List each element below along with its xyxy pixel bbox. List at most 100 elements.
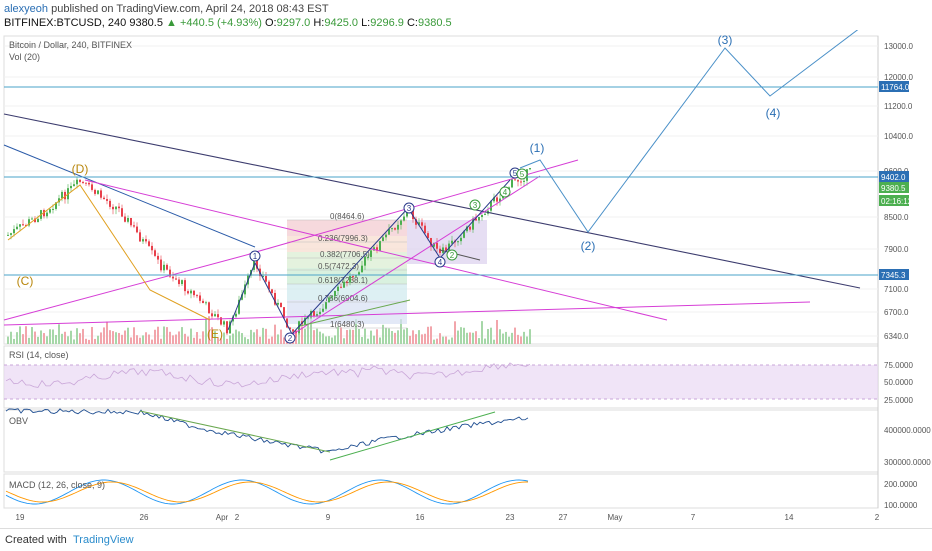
candle-body bbox=[73, 184, 75, 186]
candle-body bbox=[19, 224, 21, 227]
trendline-blue-down[interactable] bbox=[3, 144, 256, 248]
fib-level-label: 0.382(7706.5) bbox=[320, 250, 370, 259]
fib-zone-ext bbox=[407, 220, 487, 264]
price-tick: 7100.0 bbox=[884, 285, 909, 294]
chart-canvas[interactable]: 0(8464.6) 0.236(7996.3) 0.382(7706.5) 0.5(7… bbox=[0, 30, 932, 528]
volume-bar bbox=[214, 331, 216, 344]
wave-label-blue: (1) bbox=[530, 141, 545, 155]
candle-body bbox=[64, 191, 66, 200]
trendline-magenta-bottom[interactable] bbox=[3, 301, 811, 326]
volume-bar bbox=[457, 330, 459, 344]
volume-bar bbox=[202, 331, 204, 344]
candle-body bbox=[391, 228, 393, 230]
candle-body bbox=[166, 264, 168, 270]
volume-bar bbox=[100, 332, 102, 344]
volume-bar bbox=[487, 328, 489, 344]
candle-body bbox=[118, 206, 120, 209]
candle-body bbox=[61, 191, 63, 199]
volume-bar bbox=[406, 327, 408, 344]
trendline-magenta-left[interactable] bbox=[3, 253, 251, 321]
volume-bar bbox=[112, 331, 114, 344]
volume-bar bbox=[433, 339, 435, 344]
volume-bar bbox=[502, 333, 504, 344]
candle-body bbox=[226, 321, 228, 334]
volume-bar bbox=[79, 333, 81, 344]
volume-bar bbox=[34, 331, 36, 344]
candle-body bbox=[91, 184, 93, 190]
obv-trendline-up[interactable] bbox=[329, 411, 496, 461]
candle-body bbox=[193, 290, 195, 296]
volume-bar bbox=[61, 333, 63, 344]
volume-bar bbox=[463, 327, 465, 344]
author-link[interactable]: alexyeoh bbox=[4, 3, 49, 15]
candle-body bbox=[352, 276, 354, 278]
candle-body bbox=[268, 281, 270, 290]
price-tag-bg bbox=[879, 195, 909, 206]
volume-bar bbox=[319, 331, 321, 344]
indicator-tick: 50.0000 bbox=[884, 378, 913, 387]
volume-bar bbox=[388, 328, 390, 344]
volume-bar bbox=[73, 339, 75, 344]
wave-label-orange: (E) bbox=[207, 327, 223, 341]
volume-bar bbox=[124, 330, 126, 344]
candle-body bbox=[34, 218, 36, 222]
candle-body bbox=[88, 182, 90, 185]
volume-bar bbox=[145, 332, 147, 344]
volume-bar bbox=[505, 331, 507, 344]
trendline-magenta-channel-mid[interactable] bbox=[289, 175, 541, 337]
candle-body bbox=[121, 208, 123, 217]
wave-label-circled: 5 bbox=[513, 169, 518, 178]
trendline-green-fib[interactable] bbox=[299, 299, 411, 327]
candle-body bbox=[460, 237, 462, 242]
volume-bar bbox=[25, 326, 27, 344]
volume-bar bbox=[172, 335, 174, 344]
volume-bar bbox=[115, 332, 117, 344]
candle-body bbox=[145, 239, 147, 242]
volume-bar bbox=[136, 335, 138, 344]
candle-body bbox=[190, 290, 192, 294]
candle-body bbox=[187, 291, 189, 294]
volume-bar bbox=[469, 332, 471, 344]
trendline-dark-long[interactable] bbox=[3, 113, 861, 289]
volume-bar bbox=[238, 331, 240, 344]
volume-bar bbox=[283, 337, 285, 344]
volume-bar bbox=[208, 316, 210, 344]
main-grid bbox=[4, 45, 878, 337]
tradingview-logo[interactable]: TradingView bbox=[73, 534, 134, 546]
candle-body bbox=[7, 234, 9, 236]
volume-bar bbox=[328, 336, 330, 344]
volume-bar bbox=[400, 319, 402, 344]
volume-bar bbox=[343, 338, 345, 344]
volume-bar bbox=[256, 329, 258, 344]
volume-bar bbox=[355, 319, 357, 344]
candle-body bbox=[49, 209, 51, 213]
price-tick: 6340.0 bbox=[884, 332, 909, 341]
volume-bar bbox=[70, 330, 72, 344]
candle-body bbox=[370, 250, 372, 257]
candle-body bbox=[310, 311, 312, 318]
trendline-magenta-channel-low[interactable] bbox=[84, 179, 668, 321]
volume-bar bbox=[52, 329, 54, 344]
candle-body bbox=[238, 299, 240, 314]
volume-bar bbox=[244, 337, 246, 344]
volume-bar bbox=[424, 333, 426, 344]
candle-body bbox=[106, 199, 108, 201]
volume-bar bbox=[490, 327, 492, 344]
indicator-tick: 25.0000 bbox=[884, 396, 913, 405]
wave-label-blue: (4) bbox=[766, 106, 781, 120]
candle-body bbox=[481, 214, 483, 218]
volume-bar bbox=[271, 336, 273, 344]
candle-body bbox=[70, 185, 72, 189]
candle-body bbox=[421, 222, 423, 226]
volume-bar bbox=[331, 337, 333, 344]
candle-body bbox=[349, 276, 351, 283]
time-tick: 19 bbox=[16, 513, 25, 522]
volume-bar bbox=[325, 336, 327, 344]
trendline-gray-short[interactable] bbox=[439, 249, 481, 261]
price-tick: 6700.0 bbox=[884, 308, 909, 317]
volume-bar bbox=[412, 330, 414, 344]
volume-bar bbox=[118, 332, 120, 344]
candle-body bbox=[478, 217, 480, 221]
candle-body bbox=[28, 219, 30, 226]
obv-trendline-down[interactable] bbox=[139, 410, 331, 453]
